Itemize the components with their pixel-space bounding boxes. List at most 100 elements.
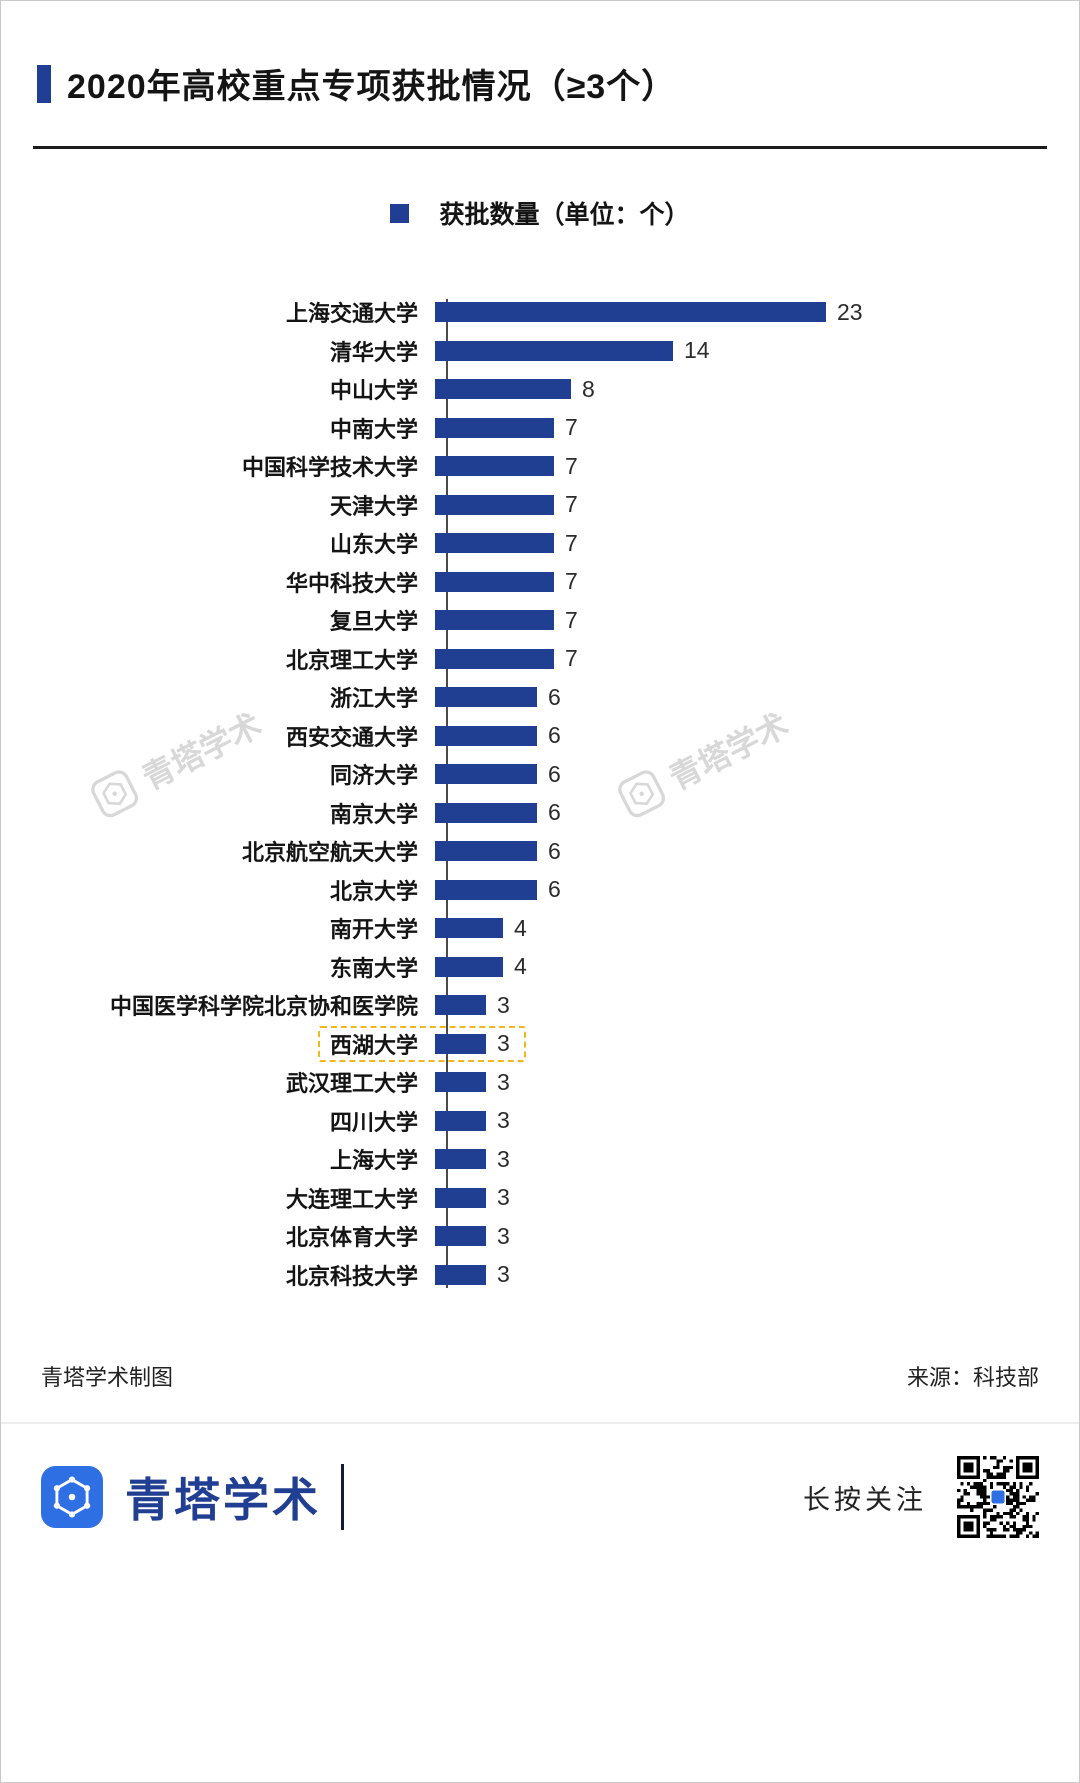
- bar-row: 浙江大学 6: [40, 678, 1040, 717]
- bar-chart: 上海交通大学 23 清华大学 14 中山大学 8 中南大学 7 中国科学技术大学 7 天津大学 7 山东…: [40, 293, 1040, 1294]
- bar-row: 北京航空航天大学 6: [40, 832, 1040, 871]
- bar-label: 南开大学: [329, 917, 418, 943]
- bar-label: 浙江大学: [329, 686, 418, 712]
- bar-label: 上海交通大学: [285, 301, 418, 327]
- bar-row: 天津大学 7: [40, 486, 1040, 525]
- bar-row: 中国科学技术大学 7: [40, 447, 1040, 486]
- bar-row: 复旦大学 7: [40, 601, 1040, 640]
- title-accent-bar: [37, 64, 51, 103]
- bar-row: 华中科技大学 7: [40, 563, 1040, 602]
- bar: [435, 841, 537, 862]
- bar-value: 3: [497, 1107, 510, 1134]
- bar: [435, 764, 537, 785]
- bar-label: 中南大学: [329, 416, 418, 442]
- bar: [435, 648, 554, 669]
- bar-value: 7: [565, 568, 578, 595]
- bar: [435, 1226, 486, 1247]
- bar-label: 复旦大学: [329, 609, 418, 635]
- bar: [435, 725, 537, 746]
- bar-row: 北京理工大学 7: [40, 640, 1040, 679]
- bar: [435, 802, 537, 823]
- bar-label: 华中科技大学: [285, 570, 418, 596]
- bar-value: 7: [565, 491, 578, 518]
- bar-label: 西安交通大学: [285, 724, 418, 750]
- bar-value: 6: [548, 837, 561, 864]
- bar-row: 山东大学 7: [40, 524, 1040, 563]
- bar-row: 同济大学 6: [40, 755, 1040, 794]
- bar-row: 大连理工大学 3: [40, 1179, 1040, 1218]
- bar-label: 同济大学: [329, 763, 418, 789]
- bar: [435, 879, 537, 900]
- bar-row: 中国医学科学院北京协和医学院 3: [40, 986, 1040, 1025]
- bar-value: 3: [497, 1184, 510, 1211]
- bar-row: 上海大学 3: [40, 1140, 1040, 1179]
- bar: [435, 456, 554, 477]
- source-text: 来源：科技部: [906, 1365, 1039, 1390]
- bar-row: 东南大学 4: [40, 948, 1040, 987]
- bar-row: 清华大学 14: [40, 332, 1040, 371]
- bar-label: 大连理工大学: [285, 1186, 418, 1212]
- bar-value: 7: [565, 452, 578, 479]
- bar-value: 3: [497, 1261, 510, 1288]
- bar-label: 北京科技大学: [285, 1263, 418, 1289]
- header: 2020年高校重点专项获批情况（≥3个）: [1, 1, 1079, 108]
- bar-label: 清华大学: [329, 339, 418, 365]
- bar: [435, 302, 826, 323]
- bar-value: 3: [497, 1145, 510, 1172]
- bar-row: 西湖大学 3: [40, 1025, 1040, 1064]
- bar-label: 南京大学: [329, 801, 418, 827]
- brand-logo-icon: [41, 1466, 103, 1528]
- bar-label: 四川大学: [329, 1109, 418, 1135]
- brand-bar: 青塔学术 长按关注: [1, 1422, 1079, 1538]
- bar-row: 武汉理工大学 3: [40, 1063, 1040, 1102]
- bar-label: 中国医学科学院北京协和医学院: [109, 994, 418, 1020]
- bar: [435, 417, 554, 438]
- bar: [435, 533, 554, 554]
- bar: [435, 956, 503, 977]
- legend-label: 获批数量（单位：个）: [439, 201, 690, 229]
- bar: [435, 1149, 486, 1170]
- bar-label: 中国科学技术大学: [241, 455, 418, 481]
- footer-notes: 青塔学术制图 来源：科技部: [1, 1360, 1079, 1392]
- legend-swatch: [390, 203, 410, 223]
- bar-label: 山东大学: [329, 532, 418, 558]
- bar-label: 上海大学: [329, 1148, 418, 1174]
- bar-value: 6: [548, 760, 561, 787]
- bar: [435, 494, 554, 515]
- bar-row: 四川大学 3: [40, 1102, 1040, 1141]
- brand-divider: [341, 1464, 344, 1530]
- bar: [435, 1110, 486, 1131]
- bar-value: 14: [684, 337, 710, 364]
- bar-label: 北京体育大学: [285, 1225, 418, 1251]
- bar-row: 北京大学 6: [40, 871, 1040, 910]
- bar: [435, 687, 537, 708]
- bar-value: 6: [548, 799, 561, 826]
- bar-row: 西安交通大学 6: [40, 717, 1040, 756]
- bar-value: 7: [565, 606, 578, 633]
- bar: [435, 1033, 486, 1054]
- bar-value: 8: [582, 375, 595, 402]
- bar-value: 6: [548, 722, 561, 749]
- bar: [435, 379, 571, 400]
- bar-value: 4: [514, 914, 527, 941]
- bar-value: 7: [565, 645, 578, 672]
- bar: [435, 340, 673, 361]
- bar: [435, 571, 554, 592]
- bar: [435, 995, 486, 1016]
- bar-value: 6: [548, 876, 561, 903]
- qr-code: [957, 1456, 1039, 1538]
- bar-row: 南开大学 4: [40, 909, 1040, 948]
- title-divider: [33, 146, 1047, 149]
- bar-row: 中山大学 8: [40, 370, 1040, 409]
- bar-label: 北京大学: [329, 878, 418, 904]
- credit-text: 青塔学术制图: [41, 1365, 174, 1390]
- chart-axis-line: [446, 299, 448, 1288]
- bar: [435, 1187, 486, 1208]
- bar-value: 6: [548, 683, 561, 710]
- bar-row: 北京科技大学 3: [40, 1256, 1040, 1295]
- bar-label: 西湖大学: [329, 1032, 418, 1058]
- bar: [435, 610, 554, 631]
- bar: [435, 918, 503, 939]
- bar-label: 天津大学: [329, 493, 418, 519]
